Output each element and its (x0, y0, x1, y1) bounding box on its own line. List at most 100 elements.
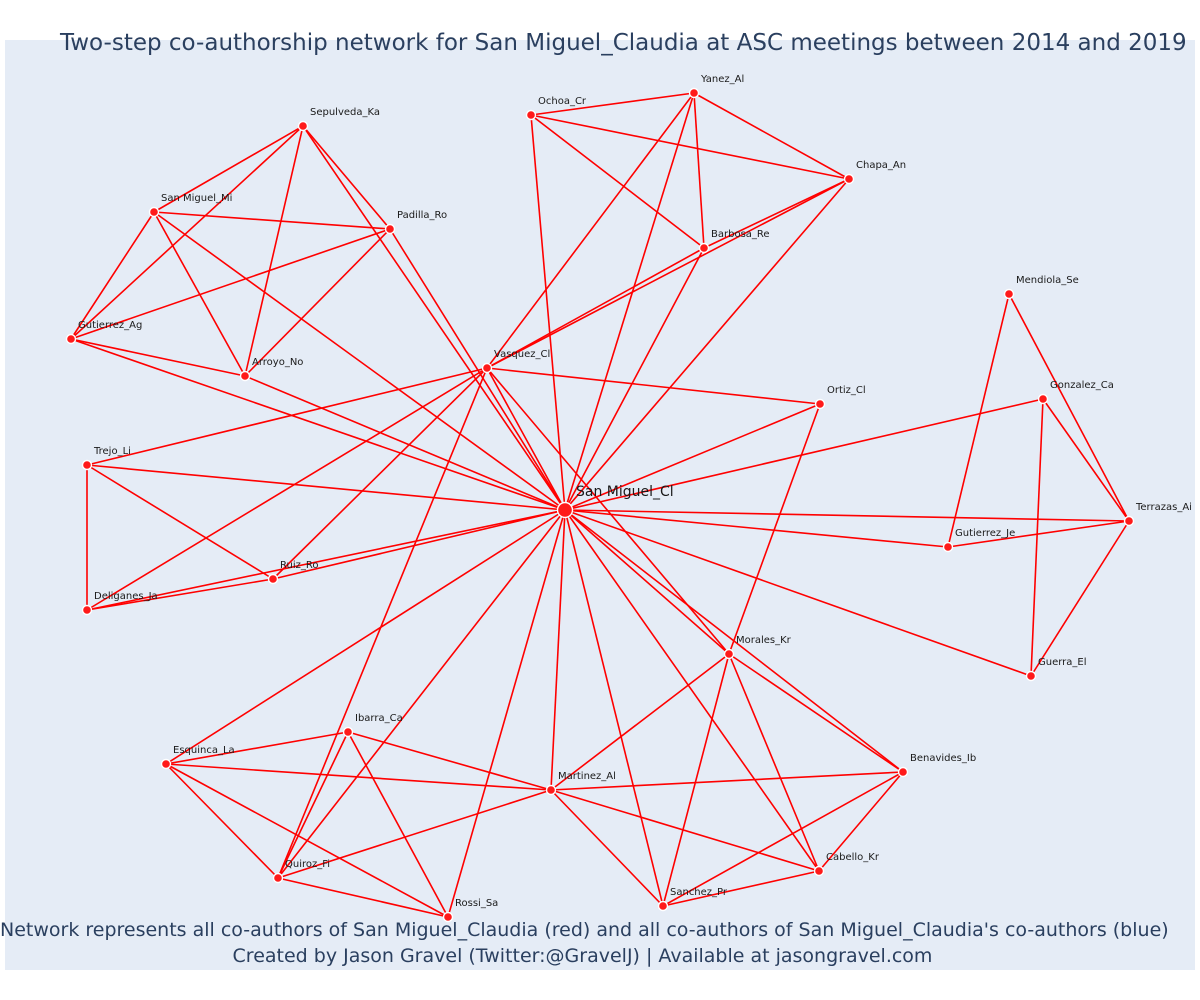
node-trejo-li[interactable] (81, 459, 93, 471)
edge-san-miguel-cl-ruiz-ro (272, 509, 566, 580)
edge-san-miguel-cl-gutierrez-je (564, 509, 949, 548)
node-ibarra-ca[interactable] (342, 726, 354, 738)
node-label-quiroz-fi: Quiroz_Fi (285, 859, 330, 870)
edge-san-miguel-cl-rossi-sa (447, 509, 566, 918)
node-label-trejo-li: Trejo_Li (93, 446, 131, 457)
edge-san-miguel-cl-ortiz-cl (564, 403, 821, 511)
edge-terrazas-ai-gutierrez-je (947, 520, 1130, 548)
edge-morales-kr-benavides-ib (728, 653, 904, 773)
edge-esquinca-la-rossi-sa (165, 763, 449, 918)
edge-quiroz-fi-rossi-sa (277, 877, 449, 918)
edge-san-miguel-cl-martinez-al (550, 509, 566, 791)
edge-san-miguel-cl-deliganes-ja (86, 509, 566, 611)
edge-san-miguel-cl-vasquez-cl (486, 367, 566, 511)
node-morales-kr[interactable] (723, 648, 735, 660)
node-label-sepulveda-ka: Sepulveda_Ka (310, 107, 380, 118)
node-arroyo-no[interactable] (239, 370, 251, 382)
edge-chapa-an-vasquez-cl (486, 178, 850, 369)
node-label-gonzalez-ca: Gonzalez_Ca (1050, 380, 1114, 391)
node-san-miguel-cl[interactable] (556, 501, 574, 519)
edge-chapa-an-barbosa-re (703, 178, 850, 249)
node-label-martinez-al: Martinez_Al (558, 771, 616, 782)
node-label-esquinca-la: Esquinca_La (173, 745, 235, 756)
edge-sepulveda-ka-gutierrez-ag (70, 125, 304, 340)
node-label-mendiola-se: Mendiola_Se (1016, 275, 1079, 286)
edge-esquinca-la-quiroz-fi (165, 763, 279, 879)
node-san-miguel-mi[interactable] (148, 206, 160, 218)
edge-san-miguel-cl-ochoa-cr (530, 114, 566, 511)
edge-vasquez-cl-ortiz-cl (486, 367, 821, 405)
node-gonzalez-ca[interactable] (1037, 393, 1049, 405)
edge-ochoa-cr-yanez-al (530, 92, 695, 116)
node-sanchez-pr[interactable] (657, 900, 669, 912)
chart-title: Two-step co-authorship network for San M… (60, 30, 1187, 56)
node-barbosa-re[interactable] (698, 242, 710, 254)
plot-area (5, 40, 1195, 970)
edges-layer (70, 92, 1130, 918)
edge-padilla-ro-gutierrez-ag (70, 228, 391, 340)
edge-mendiola-se-terrazas-ai (1008, 293, 1130, 522)
node-sepulveda-ka[interactable] (297, 120, 309, 132)
node-label-yanez-al: Yanez_Al (700, 74, 744, 85)
edge-morales-kr-martinez-al (550, 653, 730, 791)
edge-san-miguel-mi-padilla-ro (153, 211, 391, 230)
edge-ibarra-ca-quiroz-fi (277, 731, 349, 879)
edge-mendiola-se-gutierrez-je (947, 293, 1010, 548)
edge-san-miguel-cl-terrazas-ai (564, 509, 1130, 522)
edge-ruiz-ro-deliganes-ja (86, 578, 274, 611)
node-label-morales-kr: Morales_Kr (736, 635, 792, 646)
node-label-ibarra-ca: Ibarra_Ca (355, 713, 403, 724)
node-deliganes-ja[interactable] (81, 604, 93, 616)
node-label-ruiz-ro: Ruiz_Ro (280, 560, 318, 571)
edge-san-miguel-mi-gutierrez-ag (70, 211, 155, 340)
edge-morales-kr-sanchez-pr (662, 653, 730, 907)
edge-martinez-al-esquinca-la (165, 763, 552, 791)
node-mendiola-se[interactable] (1003, 288, 1015, 300)
node-ortiz-cl[interactable] (814, 398, 826, 410)
edge-martinez-al-cabello-kr (550, 789, 820, 872)
node-gutierrez-ag[interactable] (65, 333, 77, 345)
edge-ibarra-ca-esquinca-la (165, 731, 349, 765)
node-ruiz-ro[interactable] (267, 573, 279, 585)
edge-vasquez-cl-ruiz-ro (272, 367, 488, 580)
edge-yanez-al-chapa-an (693, 92, 850, 180)
edge-san-miguel-cl-gonzalez-ca (564, 398, 1044, 511)
edge-gutierrez-ag-arroyo-no (70, 338, 246, 377)
edge-trejo-li-ruiz-ro (86, 464, 274, 580)
node-ochoa-cr[interactable] (525, 109, 537, 121)
node-martinez-al[interactable] (545, 784, 557, 796)
node-chapa-an[interactable] (843, 173, 855, 185)
node-rossi-sa[interactable] (442, 911, 454, 923)
edge-san-miguel-cl-esquinca-la (165, 509, 566, 765)
node-gutierrez-je[interactable] (942, 541, 954, 553)
edge-san-miguel-cl-yanez-al (564, 92, 695, 511)
node-terrazas-ai[interactable] (1123, 515, 1135, 527)
edge-morales-kr-cabello-kr (728, 653, 820, 872)
edge-san-miguel-cl-barbosa-re (564, 247, 705, 511)
edge-vasquez-cl-trejo-li (86, 367, 488, 466)
node-label-gutierrez-ag: Gutierrez_Ag (78, 320, 142, 331)
nodes-layer (65, 87, 1135, 923)
node-label-sanchez-pr: Sanchez_Pr (670, 887, 728, 898)
node-cabello-kr[interactable] (813, 865, 825, 877)
edge-sanchez-pr-cabello-kr (662, 870, 820, 907)
node-label-terrazas-ai: Terrazas_Ai (1135, 502, 1192, 513)
edge-san-miguel-cl-sanchez-pr (564, 509, 664, 907)
node-quiroz-fi[interactable] (272, 872, 284, 884)
edge-san-miguel-cl-morales-kr (564, 509, 730, 655)
node-label-guerra-el: Guerra_El (1038, 657, 1087, 668)
node-esquinca-la[interactable] (160, 758, 172, 770)
node-padilla-ro[interactable] (384, 223, 396, 235)
edge-gonzalez-ca-terrazas-ai (1042, 398, 1130, 522)
edge-benavides-ib-sanchez-pr (662, 771, 904, 907)
edge-san-miguel-cl-quiroz-fi (277, 509, 566, 879)
node-yanez-al[interactable] (688, 87, 700, 99)
node-benavides-ib[interactable] (897, 766, 909, 778)
edge-vasquez-cl-morales-kr (486, 367, 730, 655)
caption-line-1: Network represents all co-authors of San… (0, 919, 1169, 941)
node-vasquez-cl[interactable] (481, 362, 493, 374)
node-label-san-miguel-cl: San Miguel_Cl (576, 484, 674, 500)
node-guerra-el[interactable] (1025, 670, 1037, 682)
edge-martinez-al-ibarra-ca (347, 731, 552, 791)
